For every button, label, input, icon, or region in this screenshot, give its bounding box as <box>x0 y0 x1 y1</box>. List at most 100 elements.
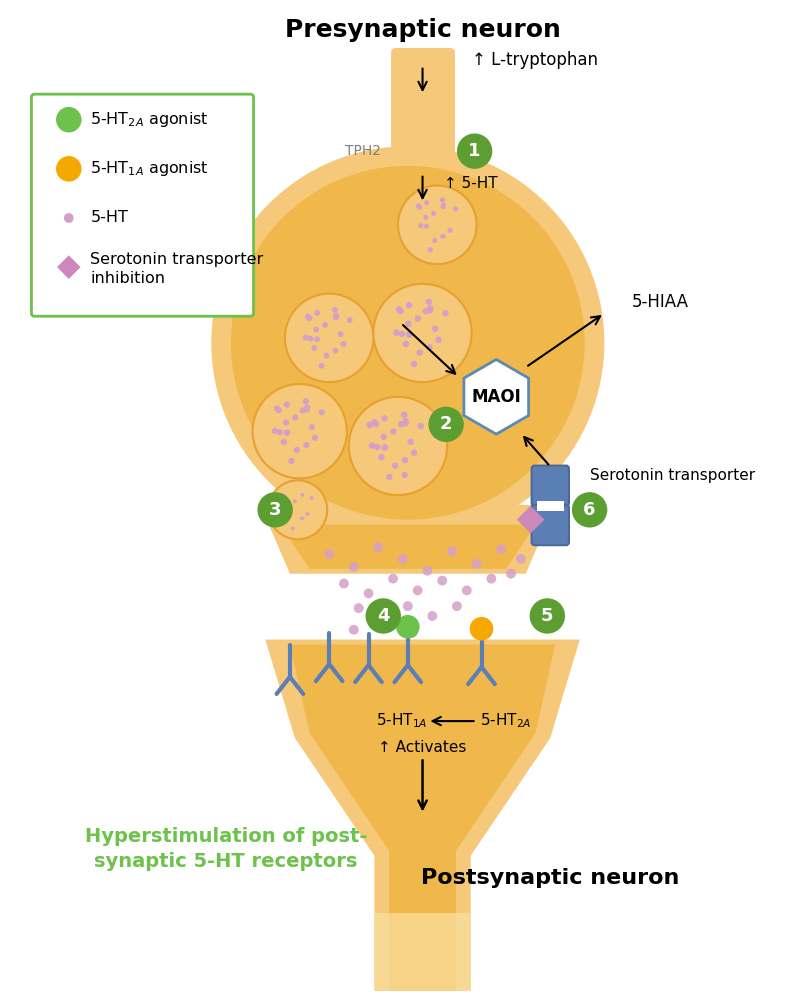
Circle shape <box>396 615 419 639</box>
Circle shape <box>56 107 82 132</box>
Circle shape <box>432 326 438 332</box>
Circle shape <box>318 363 324 369</box>
Circle shape <box>324 549 334 559</box>
Circle shape <box>322 322 328 328</box>
Text: 5-HT$_{1A}$ agonist: 5-HT$_{1A}$ agonist <box>91 159 209 178</box>
Text: 5: 5 <box>541 607 553 625</box>
Circle shape <box>304 406 310 413</box>
Circle shape <box>410 361 417 367</box>
Text: inhibition: inhibition <box>91 271 165 286</box>
Circle shape <box>410 450 417 456</box>
Text: 4: 4 <box>377 607 390 625</box>
Circle shape <box>309 424 315 430</box>
Circle shape <box>373 284 472 382</box>
Circle shape <box>426 299 432 305</box>
Circle shape <box>312 435 318 441</box>
Circle shape <box>283 495 287 499</box>
Circle shape <box>407 439 414 445</box>
FancyBboxPatch shape <box>532 466 569 506</box>
Circle shape <box>391 462 398 469</box>
Circle shape <box>367 422 373 428</box>
Ellipse shape <box>211 146 604 539</box>
Circle shape <box>349 562 359 572</box>
Circle shape <box>333 315 339 320</box>
Circle shape <box>294 447 300 453</box>
Circle shape <box>303 442 310 448</box>
Circle shape <box>437 576 447 585</box>
FancyBboxPatch shape <box>391 48 455 220</box>
Circle shape <box>530 598 565 634</box>
Circle shape <box>506 569 516 579</box>
Circle shape <box>401 412 407 418</box>
Circle shape <box>398 186 476 264</box>
Circle shape <box>252 384 347 478</box>
Circle shape <box>423 215 429 220</box>
Circle shape <box>293 499 297 503</box>
Circle shape <box>429 407 464 442</box>
Text: 3: 3 <box>269 501 281 519</box>
Circle shape <box>341 341 346 347</box>
Circle shape <box>407 331 413 338</box>
Circle shape <box>399 331 405 337</box>
Circle shape <box>365 598 401 634</box>
Circle shape <box>381 415 387 421</box>
Circle shape <box>487 574 496 584</box>
Circle shape <box>287 502 291 506</box>
Circle shape <box>398 308 404 314</box>
Circle shape <box>393 329 399 336</box>
Circle shape <box>417 205 422 210</box>
Circle shape <box>414 315 421 322</box>
Circle shape <box>403 420 409 426</box>
Circle shape <box>364 588 373 598</box>
Circle shape <box>378 623 388 633</box>
Text: 2: 2 <box>440 415 453 433</box>
Circle shape <box>426 344 433 350</box>
Circle shape <box>424 200 429 205</box>
Text: Postsynaptic neuron: Postsynaptic neuron <box>421 868 680 888</box>
Circle shape <box>292 414 299 420</box>
Polygon shape <box>290 644 555 991</box>
Circle shape <box>441 204 445 209</box>
Circle shape <box>380 434 387 440</box>
Polygon shape <box>265 640 580 991</box>
Circle shape <box>284 429 291 436</box>
Circle shape <box>418 423 424 429</box>
Circle shape <box>304 404 310 410</box>
Circle shape <box>314 310 320 316</box>
Polygon shape <box>517 506 545 533</box>
Text: 6: 6 <box>584 501 596 519</box>
Circle shape <box>308 336 314 342</box>
Circle shape <box>333 313 339 318</box>
Circle shape <box>318 409 325 415</box>
Ellipse shape <box>231 166 584 520</box>
Circle shape <box>305 314 310 319</box>
Circle shape <box>403 418 409 424</box>
Circle shape <box>382 444 388 451</box>
Circle shape <box>64 213 74 223</box>
Circle shape <box>406 302 412 308</box>
Circle shape <box>299 407 306 413</box>
Circle shape <box>306 315 312 321</box>
Circle shape <box>457 133 492 169</box>
Circle shape <box>324 353 330 358</box>
Polygon shape <box>349 186 467 190</box>
Circle shape <box>349 397 447 495</box>
Circle shape <box>300 493 304 497</box>
Bar <box>537 501 564 511</box>
Text: Serotonin transporter: Serotonin transporter <box>590 468 755 483</box>
Circle shape <box>303 398 309 404</box>
Circle shape <box>277 429 283 435</box>
Circle shape <box>428 247 433 252</box>
Text: ↑ 5-HT: ↑ 5-HT <box>444 176 498 191</box>
Circle shape <box>274 405 280 412</box>
FancyBboxPatch shape <box>32 94 253 316</box>
Circle shape <box>442 310 449 316</box>
Circle shape <box>416 349 422 356</box>
Circle shape <box>431 211 436 216</box>
Bar <box>375 913 471 991</box>
Text: 5-HT: 5-HT <box>91 210 129 225</box>
Circle shape <box>371 419 377 425</box>
Text: MAOI: MAOI <box>472 388 521 406</box>
Circle shape <box>453 206 458 212</box>
Circle shape <box>388 574 398 584</box>
